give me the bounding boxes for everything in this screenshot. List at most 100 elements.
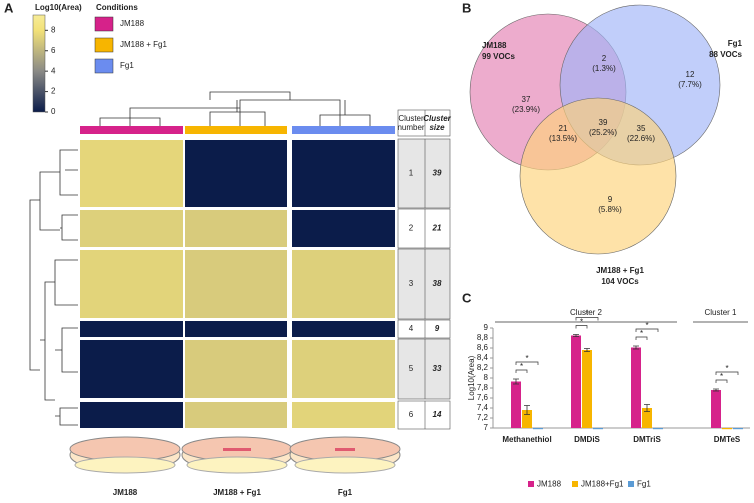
legend-title: Conditions: [96, 3, 138, 12]
significance-bracket: [515, 369, 528, 373]
table-header: [397, 109, 451, 137]
table-cell: [397, 400, 451, 430]
cluster-size: 39: [433, 169, 442, 178]
x-tick-label: DMTriS: [633, 435, 661, 444]
panel-letter: C: [462, 290, 472, 305]
header-line: number: [397, 123, 424, 132]
significance-bracket: [515, 361, 539, 365]
significance-star: *: [585, 310, 588, 319]
cluster-size: 21: [432, 224, 442, 233]
bar: [511, 381, 521, 428]
table-cell: [397, 319, 451, 339]
condition-bar: [292, 126, 395, 134]
header-line: Cluster: [423, 114, 451, 123]
colorbar-label: Log10(Area): [35, 3, 82, 12]
colorbar: [32, 14, 46, 113]
heatmap-cell: [185, 210, 287, 247]
region-count: 39: [599, 118, 608, 127]
significance-star: *: [520, 362, 523, 371]
y-tick-label: 8: [484, 373, 489, 382]
dish-label: JM188: [113, 488, 138, 497]
y-tick-label: 8,8: [477, 333, 489, 342]
heatmap-cell: [292, 321, 395, 337]
region-percent: (5.8%): [598, 205, 622, 214]
colorbar-tick-label: 4: [51, 66, 56, 75]
legend-swatch: [94, 16, 114, 32]
cluster-size: 33: [433, 364, 442, 373]
x-tick-label: Methanethiol: [502, 435, 551, 444]
y-axis-label: Log10(Area): [467, 355, 476, 400]
set-name: JM188: [482, 41, 507, 50]
region-percent: (25.2%): [589, 128, 617, 137]
table-cell: [397, 338, 451, 400]
legend-label: Fg1: [637, 480, 651, 489]
dish-label: Fg1: [338, 488, 353, 497]
error-bar: [573, 334, 579, 337]
region-count: 2: [602, 54, 607, 63]
condition-bar: [185, 126, 287, 134]
legend-label: Fg1: [120, 61, 134, 70]
y-tick-label: 7: [484, 423, 489, 432]
region-count: 12: [686, 70, 695, 79]
cluster-number: 1: [409, 169, 414, 178]
significance-star: *: [645, 321, 648, 330]
legend-swatch: [528, 481, 534, 487]
colorbar-tick-label: 6: [51, 46, 56, 55]
set-total: 99 VOCs: [482, 52, 515, 61]
table-cell: [397, 248, 451, 320]
set-total: 88 VOCs: [709, 50, 742, 59]
colorbar-tick-label: 2: [51, 87, 56, 96]
bar: [582, 350, 592, 428]
significance-bracket: [635, 328, 659, 332]
cluster-number: 6: [409, 410, 414, 419]
heatmap-cell: [80, 140, 183, 207]
cluster-size: 38: [433, 279, 442, 288]
legend-swatch: [572, 481, 578, 487]
significance-bracket: [635, 336, 648, 340]
heatmap-cell: [185, 321, 287, 337]
venn-circle: [519, 97, 677, 255]
legend-label: JM188: [537, 480, 562, 489]
legend-label: JM188 + Fg1: [120, 40, 167, 49]
legend-swatch: [94, 58, 114, 74]
cluster-size-header: Cluster size: [423, 114, 451, 132]
significance-bracket: [715, 379, 728, 383]
set-name: JM188 + Fg1: [596, 266, 644, 275]
table-cell: [397, 138, 451, 209]
significance-bracket: [575, 317, 599, 321]
significance-bracket: [575, 325, 588, 329]
cluster-size: 9: [435, 324, 440, 333]
significance-star: *: [725, 364, 728, 373]
header-line: size: [429, 123, 445, 132]
heatmap-cell: [292, 402, 395, 428]
heatmap-cell: [80, 250, 183, 318]
group-label: Cluster 2: [570, 308, 603, 317]
header-line: Cluster: [398, 114, 424, 123]
heatmap-cell: [185, 140, 287, 207]
colorbar-tick-label: 0: [51, 107, 56, 116]
region-percent: (23.9%): [512, 105, 540, 114]
region-count: 35: [637, 124, 646, 133]
y-tick-label: 9: [484, 323, 489, 332]
bar: [522, 410, 532, 428]
legend-label: JM188+Fg1: [581, 480, 624, 489]
cluster-number: 5: [409, 364, 414, 373]
heatmap-cell: [185, 402, 287, 428]
panel-letter: B: [462, 0, 471, 15]
region-percent: (13.5%): [549, 134, 577, 143]
legend-swatch: [94, 37, 114, 53]
region-percent: (1.3%): [592, 64, 616, 73]
significance-star: *: [640, 329, 643, 338]
bar: [571, 335, 581, 428]
cluster-number: 2: [409, 224, 414, 233]
significance-star: *: [720, 372, 723, 381]
table-cell: [397, 208, 451, 249]
cluster-number-header: Cluster number: [397, 114, 424, 132]
row-dendrogram: [29, 149, 78, 426]
heatmap-cell: [80, 340, 183, 398]
error-bar: [513, 378, 519, 385]
significance-star: *: [525, 354, 528, 363]
error-bar: [584, 348, 590, 352]
column-dendrogram: [99, 91, 371, 126]
